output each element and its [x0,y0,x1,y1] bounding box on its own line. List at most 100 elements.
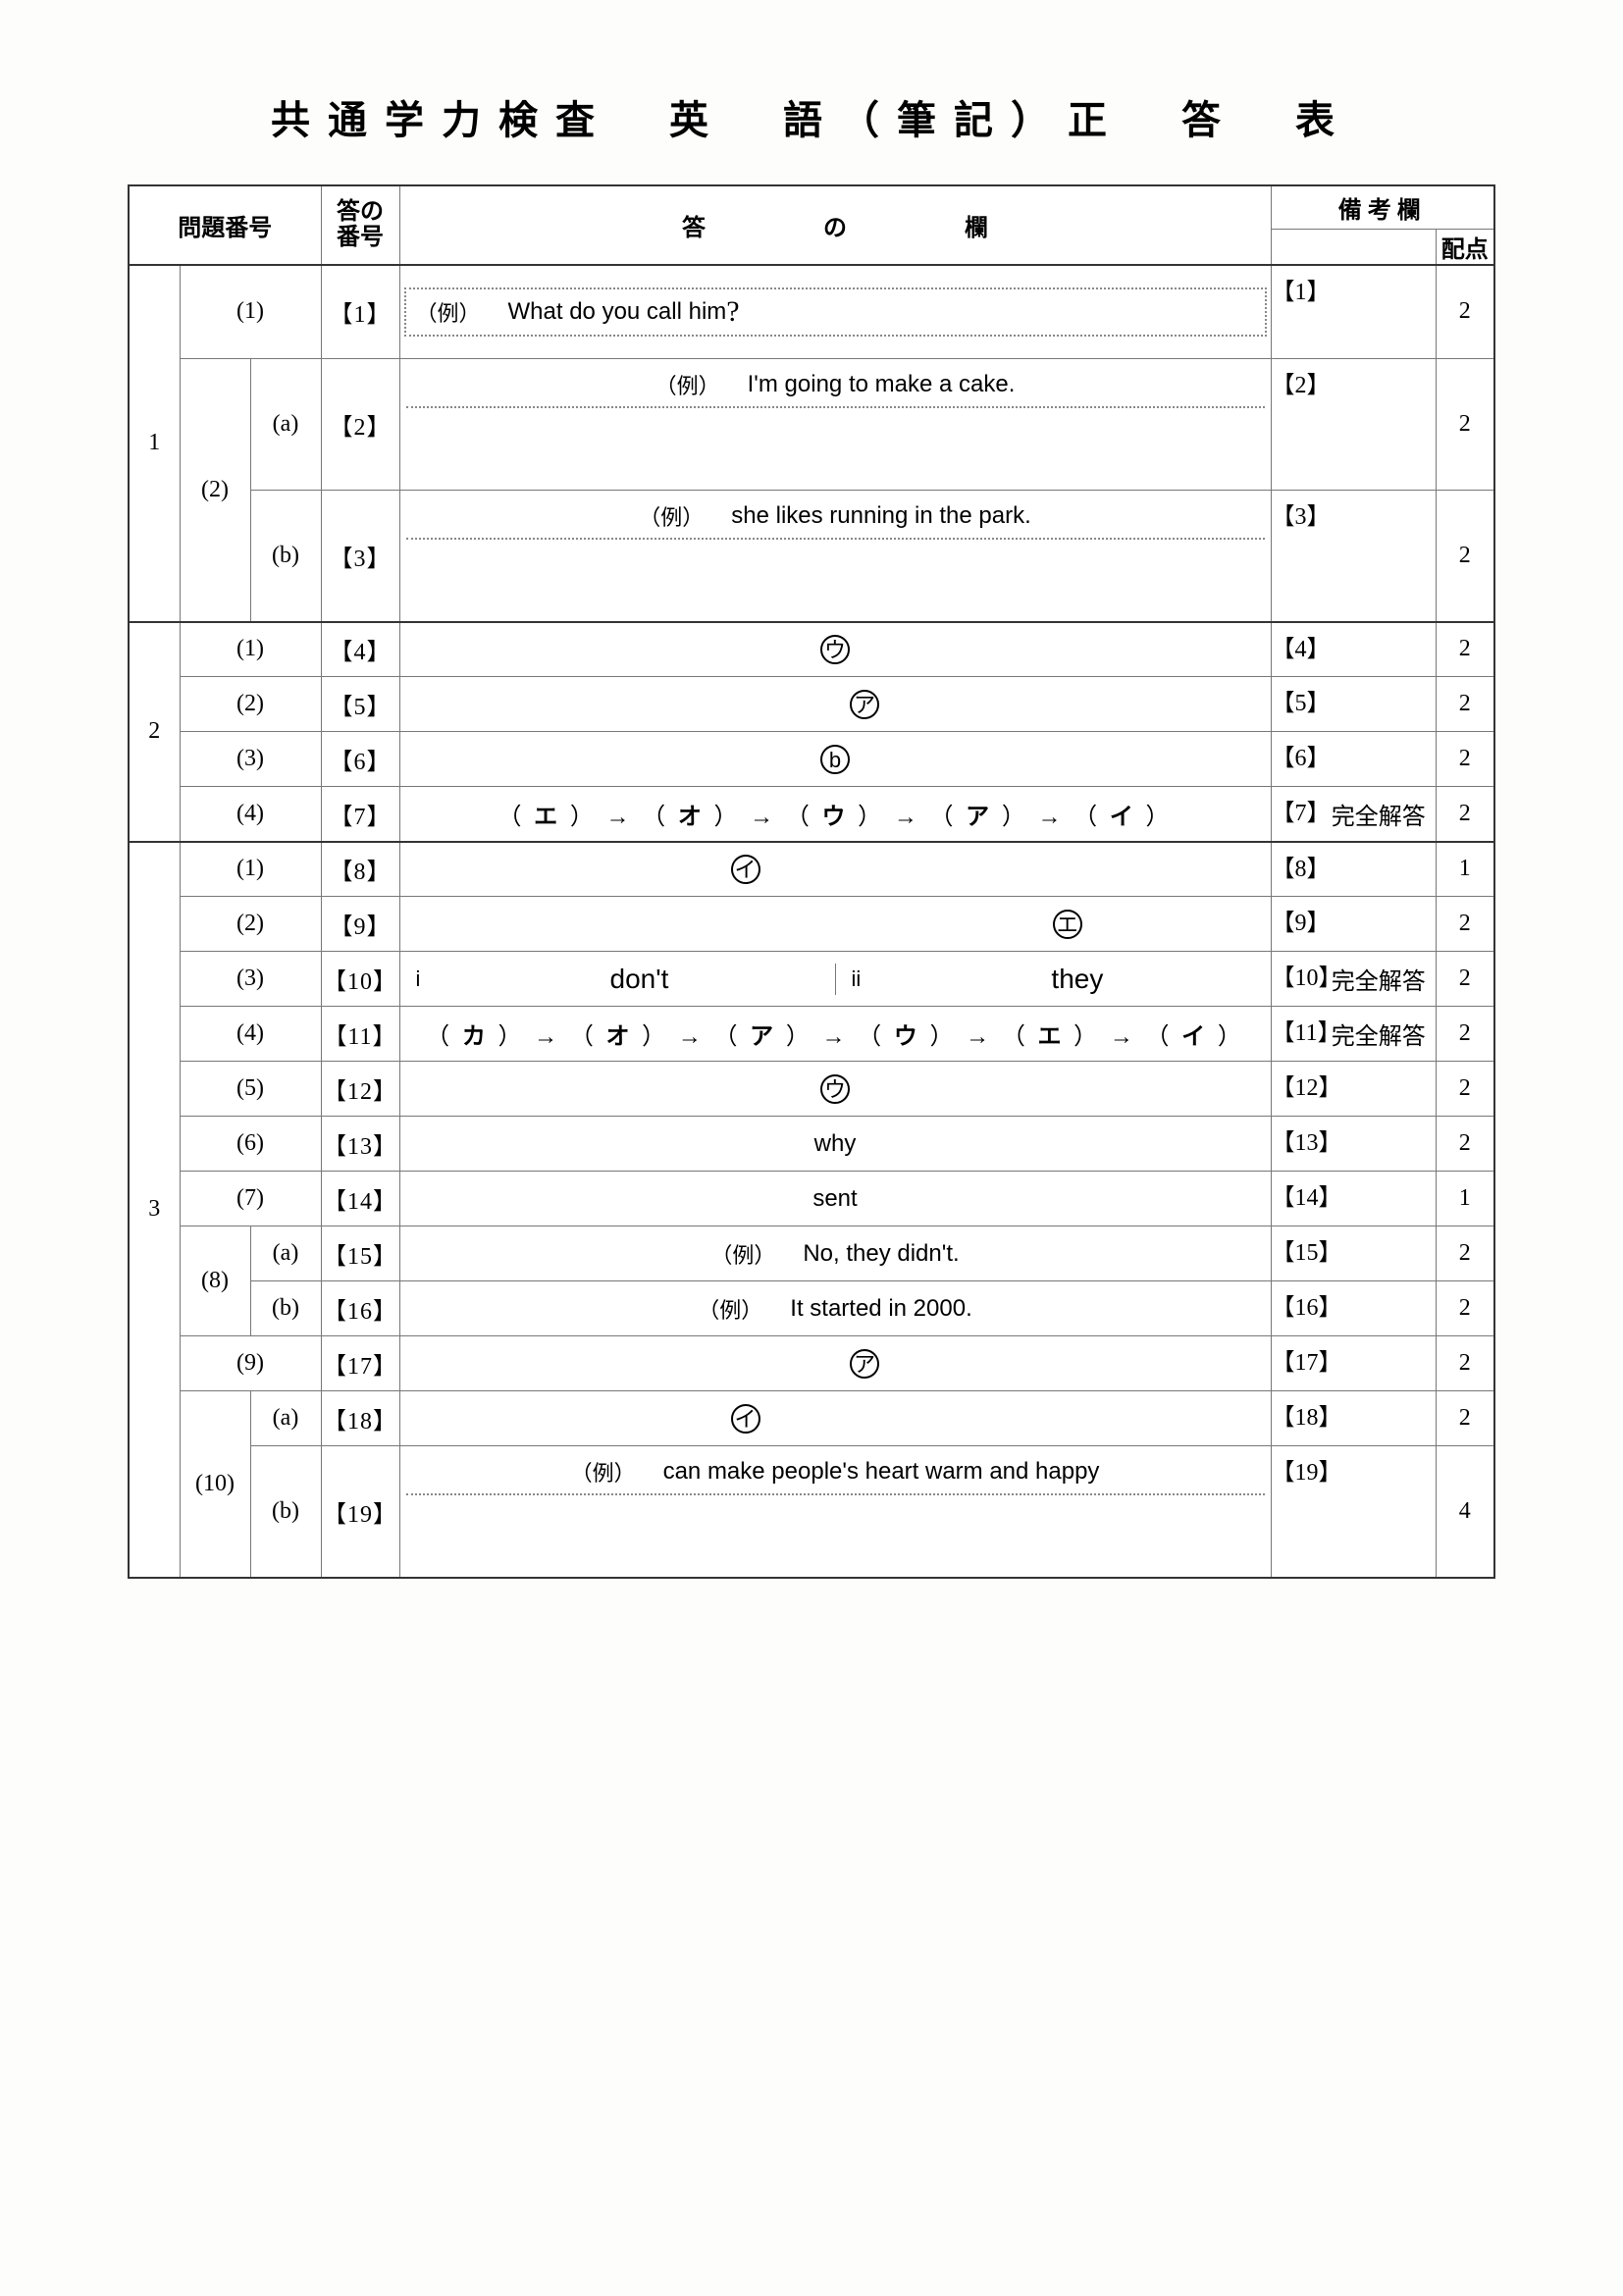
answer-word: they [1051,964,1103,995]
remark-number: 【11】 [1271,1007,1318,1062]
sub-question: (6) [180,1117,321,1172]
remark-number: 【19】 [1271,1446,1318,1578]
answer-sheet-page: 共通学力検査 英 語（筆記）正 答 表 問題番号 答の 番号 答の欄 備考欄 配… [0,0,1623,2296]
answer-text: What do you call him [508,298,727,326]
roman-label: i [416,966,421,992]
table-row: (b)【3】（例）she likes running in the park.【… [129,491,1494,622]
dotted-underline-answer: （例）she likes running in the park. [406,500,1265,540]
sub-question: (9) [180,1336,321,1391]
points-cell: 2 [1436,897,1494,952]
points-cell: 1 [1436,1172,1494,1226]
remark-text [1318,622,1436,677]
points-cell: 2 [1436,1391,1494,1446]
points-cell: 2 [1436,359,1494,491]
remark-number: 【5】 [1271,677,1318,732]
answer-number: 【11】 [321,1007,399,1062]
sub-question: (2) [180,359,250,622]
answer-number: 【1】 [321,265,399,359]
example-label: （例） [655,369,720,400]
table-row: (9)【17】ア【17】2 [129,1336,1494,1391]
remark-number: 【6】 [1271,732,1318,787]
answer-number: 【15】 [321,1226,399,1281]
hdr-remarks: 備考欄 [1271,185,1494,229]
two-column-answer: idon't iithey [400,952,1271,1006]
remark-number: 【15】 [1271,1226,1318,1281]
table-row: 1(1)【1】（例）What do you call him?【1】2 [129,265,1494,359]
answer-number: 【5】 [321,677,399,732]
answer-word: don't [610,964,669,995]
points-cell: 2 [1436,1007,1494,1062]
points-cell: 2 [1436,1226,1494,1281]
sub-question: (2) [180,897,321,952]
table-row: (8)(a)【15】（例）No, they didn't.【15】2 [129,1226,1494,1281]
remark-number: 【8】 [1271,842,1318,897]
question-mark: ? [726,295,739,329]
answer-cell: ア [399,677,1271,732]
remark-text: 完全解答 [1318,1007,1436,1062]
answer-number: 【9】 [321,897,399,952]
hdr-points: 配点 [1436,229,1494,265]
table-row: (5)【12】ウ【12】2 [129,1062,1494,1117]
remark-number: 【7】 [1271,787,1318,842]
points-cell: 2 [1436,1336,1494,1391]
answer-text: It started in 2000. [790,1295,971,1323]
remark-text [1318,732,1436,787]
sub-question: (1) [180,265,321,359]
sub-question: (3) [180,952,321,1007]
answer-table: 問題番号 答の 番号 答の欄 備考欄 配点 1(1)【1】（例）What do … [128,184,1495,1579]
remark-text [1318,842,1436,897]
table-row: (3)【6】b【6】2 [129,732,1494,787]
sub-question: (8) [180,1226,250,1336]
points-cell: 2 [1436,732,1494,787]
table-row: 2(1)【4】ウ【4】2 [129,622,1494,677]
circled-answer: ア [850,690,879,719]
sub-question: (2) [180,677,321,732]
sub-question-part: (a) [250,1391,321,1446]
answer-cell: idon't iithey [399,952,1271,1007]
answer-text: No, they didn't. [803,1240,959,1268]
answer-cell: （例）I'm going to make a cake. [399,359,1271,491]
points-cell: 2 [1436,265,1494,359]
hdr-question-no: 問題番号 [129,185,321,265]
answer-number: 【10】 [321,952,399,1007]
sequence-answer: （ エ ） → （ オ ） → （ ウ ） → （ ア ） → （ イ ） [497,804,1172,830]
answer-cell: エ [399,897,1271,952]
remark-text [1318,491,1436,622]
remark-number: 【4】 [1271,622,1318,677]
sub-question: (4) [180,787,321,842]
table-row: (3)【10】 idon't iithey 【10】完全解答2 [129,952,1494,1007]
hdr-remarks-blank [1271,229,1436,265]
points-cell: 2 [1436,677,1494,732]
table-row: (4) 【7】 （ エ ） → （ オ ） → （ ウ ） → （ ア ） → （ … [129,787,1494,842]
remark-number: 【2】 [1271,359,1318,491]
answer-cell: ウ [399,622,1271,677]
points-cell: 2 [1436,952,1494,1007]
answer-cell: （例）What do you call him? [399,265,1271,359]
remark-number: 【16】 [1271,1281,1318,1336]
circled-answer: ウ [820,635,850,664]
answer-text: can make people's heart warm and happy [663,1458,1100,1486]
sub-question-part: (b) [250,1446,321,1578]
answer-cell: （例）she likes running in the park. [399,491,1271,622]
table-row: (6)【13】why【13】2 [129,1117,1494,1172]
sub-question: (4) [180,1007,321,1062]
points-cell: 2 [1436,491,1494,622]
answer-text: she likes running in the park. [731,502,1031,530]
remark-number: 【18】 [1271,1391,1318,1446]
hdr-answer-col: 答の欄 [399,185,1271,265]
answer-text: why [814,1130,857,1158]
answer-number: 【17】 [321,1336,399,1391]
answer-number: 【8】 [321,842,399,897]
points-cell: 2 [1436,1117,1494,1172]
remark-number: 【9】 [1271,897,1318,952]
table-row: (4)【11】（ カ ） → （ オ ） → （ ア ） → （ ウ ） → （… [129,1007,1494,1062]
circled-answer: ウ [820,1074,850,1104]
remark-text [1318,359,1436,491]
answer-number: 【14】 [321,1172,399,1226]
sub-question: (7) [180,1172,321,1226]
answer-cell: ウ [399,1062,1271,1117]
remark-text [1318,265,1436,359]
sequence-answer: （ カ ） → （ オ ） → （ ア ） → （ ウ ） → （ エ ） → … [426,1023,1244,1050]
sub-question-part: (b) [250,491,321,622]
example-label: （例） [710,1238,775,1270]
